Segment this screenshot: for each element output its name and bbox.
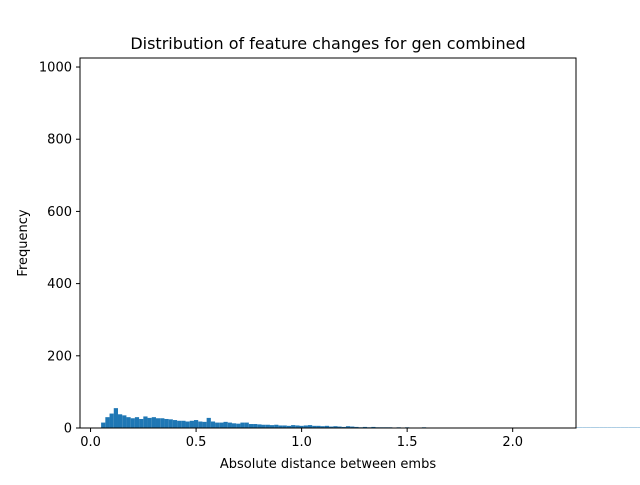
histogram-bar bbox=[186, 422, 190, 428]
histogram-bar bbox=[198, 422, 202, 428]
histogram-bar bbox=[207, 418, 211, 428]
histogram-bar bbox=[135, 417, 139, 428]
histogram-bar bbox=[148, 418, 152, 428]
x-axis-label: Absolute distance between embs bbox=[220, 457, 436, 472]
histogram-bar bbox=[257, 424, 261, 428]
histogram-bar bbox=[202, 422, 206, 428]
histogram-bar bbox=[232, 423, 236, 428]
histogram-bar bbox=[160, 418, 164, 428]
histogram-bar bbox=[177, 421, 181, 428]
histogram-bar bbox=[194, 420, 198, 428]
histogram-bar bbox=[224, 422, 228, 428]
y-tick-label: 200 bbox=[47, 349, 72, 364]
histogram-bar bbox=[219, 423, 223, 428]
y-tick-label: 0 bbox=[64, 422, 72, 437]
x-tick-label: 0.0 bbox=[80, 435, 101, 450]
histogram-bar bbox=[101, 423, 105, 428]
x-tick-label: 1.5 bbox=[397, 435, 418, 450]
histogram-bar bbox=[181, 421, 185, 428]
histogram-bar bbox=[173, 420, 177, 428]
histogram-bar bbox=[156, 418, 160, 428]
y-axis-label: Frequency bbox=[16, 209, 31, 276]
histogram-bar bbox=[228, 423, 232, 428]
histogram-bar bbox=[164, 419, 168, 428]
x-tick-label: 1.0 bbox=[291, 435, 312, 450]
histogram-bar bbox=[139, 419, 143, 428]
histogram-bar bbox=[190, 421, 194, 428]
histogram-bar bbox=[110, 414, 114, 428]
histogram-bar bbox=[236, 424, 240, 428]
histogram-bar bbox=[215, 423, 219, 428]
histogram-bar bbox=[131, 418, 135, 428]
histogram-bar bbox=[143, 416, 147, 428]
histogram-bar bbox=[169, 419, 173, 428]
y-tick-label: 400 bbox=[47, 277, 72, 292]
histogram-bar bbox=[105, 417, 109, 428]
y-tick-label: 800 bbox=[47, 133, 72, 148]
histogram-bar bbox=[126, 417, 130, 428]
histogram-bar bbox=[122, 415, 126, 428]
x-tick-label: 2.0 bbox=[502, 435, 523, 450]
histogram-bar bbox=[240, 423, 244, 428]
y-tick-label: 1000 bbox=[39, 61, 72, 76]
histogram-bar bbox=[253, 424, 257, 428]
histogram-bar bbox=[152, 417, 156, 428]
y-tick-label: 600 bbox=[47, 205, 72, 220]
histogram-bar bbox=[118, 414, 122, 428]
histogram-bar bbox=[211, 422, 215, 428]
x-tick-label: 0.5 bbox=[186, 435, 207, 450]
histogram-bar bbox=[114, 408, 118, 428]
chart-title: Distribution of feature changes for gen … bbox=[130, 34, 525, 53]
histogram-bar bbox=[245, 423, 249, 428]
histogram-bar bbox=[249, 424, 253, 428]
